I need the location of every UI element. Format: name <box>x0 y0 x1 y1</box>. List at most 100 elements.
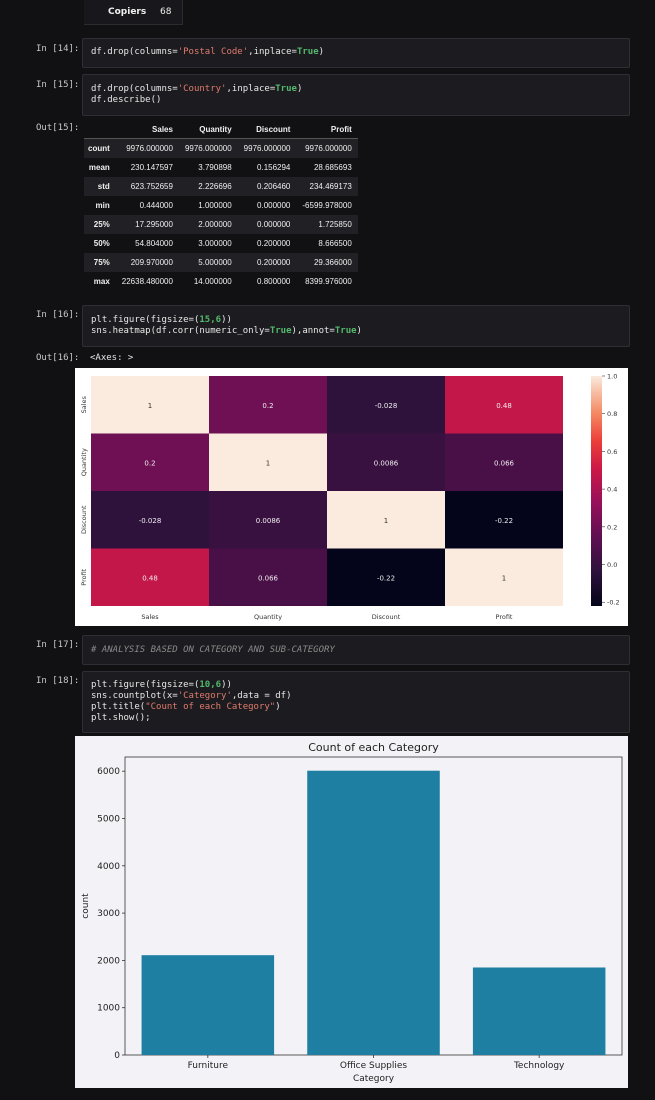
x-axis-label: Category <box>353 1074 395 1084</box>
heatmap-cell <box>327 491 445 549</box>
code-line: df.drop(columns='Postal Code',inplace=Tr… <box>91 47 325 57</box>
heatmap-annotation: 0.0086 <box>374 459 399 467</box>
heatmap-annotation: -0.22 <box>377 574 395 582</box>
y-axis-label: count <box>81 893 91 919</box>
code-line: plt.figure(figsize=(15,6)) <box>91 315 232 325</box>
cell-prompt-15: In [15]: <box>36 80 80 90</box>
bar <box>472 967 606 1055</box>
heatmap-cell <box>209 491 327 549</box>
heatmap-annotation: 1 <box>384 517 388 525</box>
table-row: 75% 209.970000 5.000000 0.200000 29.366000 <box>84 253 358 272</box>
heatmap-row-label: Sales <box>80 395 88 413</box>
row-label: Copiers <box>108 7 147 17</box>
heatmap-col-label: Profit <box>496 613 513 621</box>
y-tick-label: 5000 <box>97 814 120 824</box>
heatmap-cell <box>91 491 209 549</box>
table-row: count 9976.000000 9976.000000 9976.000000 99… <box>84 138 358 158</box>
heatmap-annotation: 0.066 <box>494 459 515 467</box>
colorbar <box>591 376 602 606</box>
row-label: min <box>95 201 110 210</box>
row-label: count <box>88 144 110 153</box>
row-label: mean <box>88 163 110 172</box>
bar <box>307 770 440 1055</box>
cell-prompt-16: In [16]: <box>36 310 80 320</box>
heatmap-cell <box>209 548 327 606</box>
heatmap-figure: 1 0.2 -0.028 0.48 Sales Sales 0.2 1 0.0086 0.066 Q… <box>75 368 628 626</box>
row-label: 75% <box>93 258 110 267</box>
table-cell: 0.156294 <box>257 163 291 172</box>
table-cell: 9976.000000 <box>305 144 352 153</box>
heatmap-cell <box>91 433 209 491</box>
cell-prompt-14: In [14]: <box>36 44 80 54</box>
code-cell-16[interactable]: plt.figure(figsize=(15,6)) sns.heatmap(d… <box>82 305 630 347</box>
table-cell: 28.685693 <box>313 163 352 172</box>
heatmap-annotation: -0.028 <box>375 402 398 410</box>
heatmap-row-label: Profit <box>80 568 88 585</box>
code-line: sns.heatmap(df.corr(numeric_only=True),a… <box>91 326 362 336</box>
table-cell: 8.666500 <box>318 239 352 248</box>
table-cell: 3.790898 <box>198 163 232 172</box>
bar <box>141 955 275 1055</box>
y-tick-label: 1000 <box>97 1004 120 1014</box>
table-cell: 9976.000000 <box>126 144 173 153</box>
table-row: mean 230.147597 3.790898 0.156294 28.685693 <box>84 158 358 177</box>
cell-prompt-18: In [18]: <box>36 676 80 686</box>
table-cell: 0.000000 <box>257 201 291 210</box>
heatmap-cell <box>445 433 563 491</box>
table-row: std 623.752659 2.226696 0.206460 234.469173 <box>84 177 358 196</box>
y-tick-label: 6000 <box>97 767 120 777</box>
code-cell-14[interactable]: df.drop(columns='Postal Code',inplace=Tr… <box>82 38 630 68</box>
table-cell: 22638.480000 <box>121 277 173 286</box>
table-cell: 0.444000 <box>139 201 173 210</box>
table-row: 25% 17.295000 2.000000 0.000000 1.725850 <box>84 215 358 234</box>
code-cell-15[interactable]: df.drop(columns='Country',inplace=True) … <box>82 74 630 116</box>
x-tick-label: Technology <box>513 1061 565 1071</box>
code-line: plt.title("Count of each Category") <box>91 702 281 712</box>
heatmap-annotation: 1 <box>148 402 152 410</box>
table-header-row: Sales Quantity Discount Profit <box>84 120 358 139</box>
row-label: max <box>93 277 110 286</box>
heatmap-annotation: 0.2 <box>262 402 273 410</box>
table-cell: 1.725850 <box>318 220 352 229</box>
previous-output-row: Copiers 68 <box>108 7 171 17</box>
heatmap-cell <box>445 376 563 434</box>
code-cell-18[interactable]: plt.figure(figsize=(10,6)) sns.countplot… <box>82 671 630 733</box>
table-cell: 209.970000 <box>130 258 173 267</box>
code-comment: # ANALYSIS BASED ON CATEGORY AND SUB-CAT… <box>91 645 335 655</box>
heatmap-cell <box>445 548 563 606</box>
heatmap-col-label: Discount <box>372 613 401 621</box>
x-tick-label: Furniture <box>188 1061 229 1071</box>
table-row: min 0.444000 1.000000 0.000000 -6599.978000 <box>84 196 358 215</box>
table-cell: 9976.000000 <box>184 144 232 153</box>
heatmap-annotation: -0.22 <box>495 517 513 525</box>
heatmap-cell <box>445 491 563 549</box>
heatmap-annotation: 0.48 <box>142 574 158 582</box>
heatmap-cell <box>327 433 445 491</box>
heatmap-annotation: 0.48 <box>496 402 512 410</box>
heatmap-cell <box>91 548 209 606</box>
axes-output-text: <Axes: > <box>90 353 134 363</box>
table-cell: 0.200000 <box>257 239 291 248</box>
table-cell: 54.804000 <box>135 239 173 248</box>
heatmap-annotation: 1 <box>502 574 506 582</box>
cell-prompt-17: In [17]: <box>36 640 80 650</box>
heatmap-col-label: Quantity <box>254 613 282 621</box>
code-line: plt.show(); <box>91 713 151 723</box>
table-cell: 0.200000 <box>257 258 291 267</box>
code-line: plt.figure(figsize=(10,6)) <box>91 680 232 690</box>
table-cell: 0.206460 <box>257 182 291 191</box>
column-header: Quantity <box>178 120 238 139</box>
colorbar-tick-label: -0.2 <box>607 599 620 607</box>
table-row: max 22638.480000 14.000000 0.800000 8399.976… <box>84 272 358 291</box>
heatmap-chart: 1 0.2 -0.028 0.48 Sales Sales 0.2 1 0.0086 0.066 Q… <box>80 373 620 622</box>
out-prompt-16: Out[16]: <box>36 353 80 363</box>
column-header: Discount <box>237 120 297 139</box>
row-value: 68 <box>160 7 172 17</box>
heatmap-annotation: -0.028 <box>139 517 162 525</box>
heatmap-annotation: 1 <box>266 459 270 467</box>
code-cell-17[interactable]: # ANALYSIS BASED ON CATEGORY AND SUB-CAT… <box>82 635 630 665</box>
table-cell: 5.000000 <box>198 258 232 267</box>
countplot-chart: 0 1000 2000 3000 4000 5000 6000 Furniture Office… <box>75 736 628 1088</box>
heatmap-row-label: Discount <box>80 505 88 534</box>
heatmap-col-label: Sales <box>141 613 159 621</box>
